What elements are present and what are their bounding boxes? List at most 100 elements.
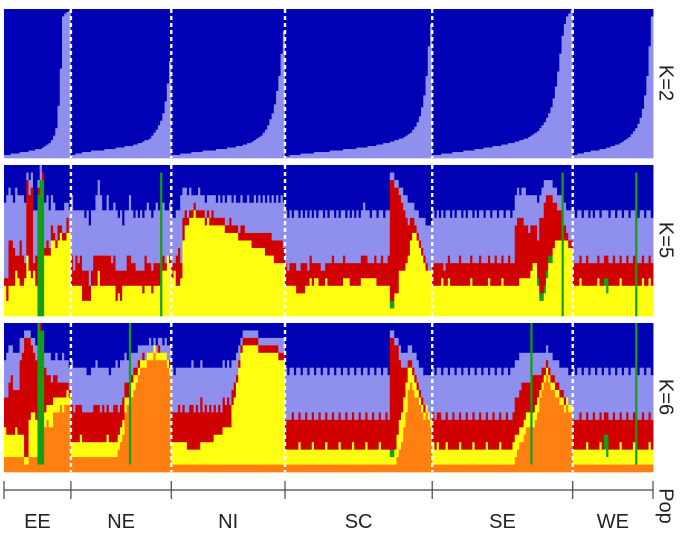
bar-segment (66, 9, 70, 13)
bar-segment (102, 442, 105, 458)
bar-segment (24, 9, 27, 153)
bar-segment (211, 165, 215, 196)
bar-segment (583, 464, 587, 473)
bar-segment (400, 352, 404, 368)
bar-segment (235, 232, 239, 317)
bar-segment (160, 352, 163, 361)
bar-segment (648, 464, 652, 473)
bar-segment (285, 9, 288, 157)
bar-segment (521, 217, 525, 279)
bar-segment (514, 397, 518, 436)
bar-segment (124, 352, 128, 383)
bar-segment (490, 419, 493, 450)
bar-segment (559, 397, 563, 406)
bar-segment (574, 419, 578, 450)
bar-segment (8, 187, 12, 241)
bar-segment (15, 187, 18, 256)
bar-segment (528, 9, 531, 138)
bar-segment (211, 412, 215, 443)
bar-segment (501, 255, 505, 279)
bar-segment (133, 165, 137, 219)
bar-segment (30, 345, 34, 413)
bar-segment (470, 278, 473, 317)
bar-segment (273, 345, 277, 354)
bar-segment (77, 323, 81, 368)
bar-segment (371, 278, 375, 317)
bar-segment (64, 240, 67, 317)
bar-segment (113, 165, 116, 204)
bar-segment (365, 323, 368, 368)
bar-segment (218, 195, 221, 219)
bar-segment (231, 464, 235, 473)
bar-segment (231, 147, 235, 159)
bar-segment (173, 412, 177, 443)
bar-segment (90, 412, 94, 443)
bar-segment (374, 9, 377, 147)
bar-segment (64, 13, 67, 159)
bar-segment (465, 323, 469, 368)
bar-segment (447, 323, 451, 376)
bar-segment (432, 9, 435, 156)
bar-segment (436, 323, 440, 368)
bar-segment (271, 345, 275, 354)
bar-segment (534, 195, 538, 226)
bar-segment (528, 195, 531, 234)
bar-segment (557, 390, 560, 398)
bar-segment (64, 232, 67, 241)
bar-segment (32, 270, 36, 317)
bar-segment (539, 9, 542, 129)
bar-segment (492, 146, 496, 159)
bar-segment (510, 217, 513, 264)
bar-segment (113, 404, 116, 443)
bar-segment (445, 9, 449, 154)
bar-segment (17, 434, 21, 458)
bar-segment (75, 153, 79, 159)
bar-segment (79, 9, 83, 154)
bar-segment (621, 165, 625, 219)
bar-segment (438, 165, 442, 219)
bar-segment (184, 9, 188, 154)
bar-segment (376, 9, 380, 145)
bar-segment (347, 278, 351, 317)
bar-segment (97, 165, 101, 181)
bar-segment (461, 9, 464, 153)
bar-segment (523, 138, 527, 159)
bar-segment (512, 412, 516, 443)
bar-segment (251, 232, 255, 249)
bar-segment (276, 9, 279, 92)
bar-segment (307, 9, 310, 154)
bar-segment (184, 367, 188, 413)
bar-segment (30, 187, 34, 279)
bar-segment (639, 117, 643, 159)
bar-segment (240, 195, 244, 226)
bar-segment (184, 210, 188, 226)
pop-label-se: SE (489, 511, 516, 533)
bar-segment (612, 323, 616, 368)
bar-segment (262, 165, 266, 196)
bar-segment (26, 255, 29, 317)
bar-segment (505, 210, 509, 264)
bar-segment (106, 323, 110, 368)
bar-segment (160, 165, 163, 173)
bar-segment (93, 323, 96, 368)
bar-segment (349, 419, 353, 450)
bar-segment (423, 255, 426, 264)
bar-segment (374, 278, 377, 317)
bar-segment (189, 404, 192, 450)
bar-segment (307, 464, 310, 473)
bar-segment (425, 76, 429, 159)
bar-segment (200, 397, 203, 443)
bar-segment (581, 464, 585, 473)
bar-segment (418, 397, 422, 406)
bar-segment (276, 464, 279, 473)
bar-segment (351, 210, 355, 264)
bar-segment (472, 412, 476, 443)
bar-segment (347, 9, 351, 150)
bar-segment (367, 419, 371, 450)
bar-segment (231, 360, 235, 391)
bar-segment (383, 323, 386, 368)
bar-segment (606, 367, 609, 413)
bar-segment (345, 323, 348, 368)
bar-segment (387, 255, 391, 287)
bar-segment (289, 155, 293, 159)
